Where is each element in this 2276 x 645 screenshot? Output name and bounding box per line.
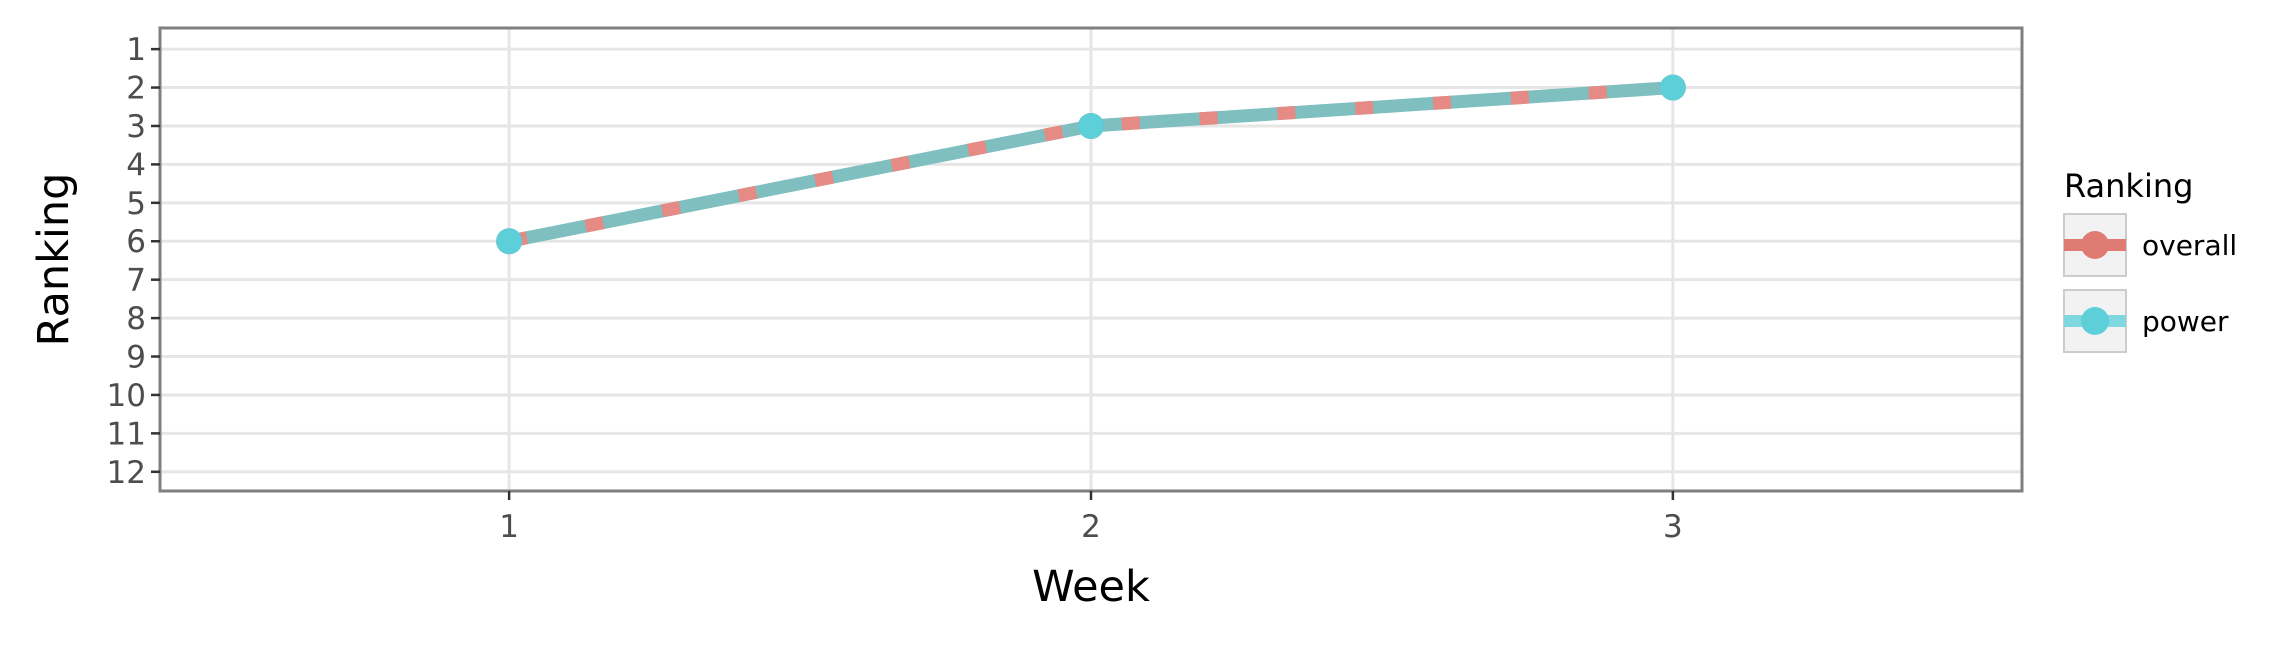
y-tick-label: 1 — [126, 32, 146, 68]
y-tick-label: 6 — [126, 224, 146, 260]
y-axis-title: Ranking — [29, 173, 79, 347]
y-tick-label: 8 — [126, 301, 146, 337]
y-tick-label: 12 — [107, 455, 146, 491]
legend-item-power: power — [2063, 289, 2229, 353]
legend-item-overall: overall — [2063, 213, 2237, 277]
legend: Ranking overall power — [2063, 167, 2237, 353]
legend-key-marker — [2081, 231, 2109, 259]
data-point-power — [1078, 112, 1104, 139]
legend-label: power — [2142, 305, 2229, 338]
legend-title: Ranking — [2064, 167, 2193, 205]
legend-items: overall power — [2063, 213, 2237, 353]
legend-key-marker — [2081, 307, 2109, 335]
x-tick-label: 2 — [1081, 509, 1101, 545]
data-point-power — [496, 228, 523, 255]
y-tick-label: 5 — [126, 186, 146, 222]
x-axis-title: Week — [1032, 562, 1150, 612]
y-tick-label: 10 — [107, 378, 146, 414]
x-tick-label: 3 — [1663, 509, 1683, 545]
grid-layer — [160, 28, 2022, 491]
y-tick-label: 2 — [126, 71, 146, 107]
y-tick-label: 7 — [126, 263, 146, 299]
data-point-power — [1659, 74, 1686, 101]
y-tick-label: 11 — [107, 416, 146, 452]
x-tick-label: 1 — [499, 509, 519, 545]
y-tick-label: 4 — [126, 147, 146, 183]
legend-label: overall — [2142, 229, 2237, 262]
y-tick-label: 9 — [126, 340, 146, 376]
y-tick-label: 3 — [126, 109, 146, 145]
series-layer — [496, 74, 1686, 255]
